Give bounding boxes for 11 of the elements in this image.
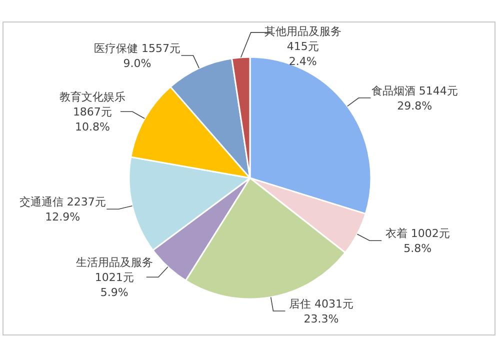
slice-label: 教育文化娱乐 [59,90,126,104]
slice-label: 食品烟酒 5144元 29.8% [371,84,458,112]
slice-label: 生活用品及服务 [76,256,153,270]
data-label: 1021元 5.9% [94,271,134,300]
data-label: 415元 2.4% [286,40,319,68]
slice-label: 医疗保健 1557元 9.0% [94,42,180,70]
data-label: 1867元 10.8% [72,106,112,134]
slice-label: 衣着 1002元 5.8% [385,227,450,256]
slice-label: 居住 4031元 23.3% [288,297,354,326]
slice-label: 交通通信 2237元 12.9% [19,196,106,224]
slice-label: 其他用品及服务 [264,25,342,38]
